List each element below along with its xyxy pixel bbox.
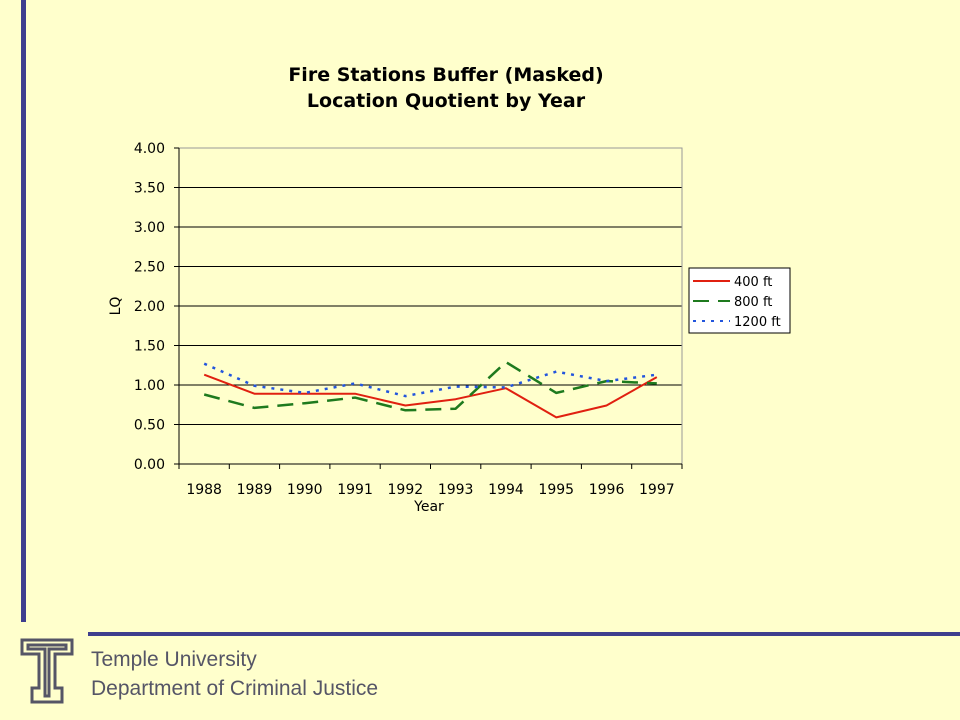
temple-t-logo-icon (20, 638, 74, 704)
y-tick-label: 2.50 (134, 260, 165, 276)
x-axis-label: Year (413, 499, 444, 515)
y-tick-label: 0.50 (134, 418, 165, 434)
x-tick-label: 1997 (639, 482, 675, 498)
y-tick-label: 3.50 (134, 181, 165, 197)
x-tick-label: 1995 (538, 482, 574, 498)
series-line-1200-ft (203, 362, 657, 398)
y-tick-label: 1.00 (134, 378, 165, 394)
legend: 400 ft 800 ft 1200 ft (688, 267, 791, 334)
x-tick-label: 1996 (589, 482, 625, 498)
horizontal-accent-bar (88, 632, 960, 636)
series-line-400-ft (203, 373, 658, 419)
gridlines (179, 147, 682, 425)
legend-entry: 800 ft (734, 295, 772, 310)
legend-entry: 400 ft (734, 275, 772, 290)
x-tick-label: 1992 (388, 482, 424, 498)
y-tick-label: 0.00 (134, 457, 165, 473)
series-lines (203, 360, 658, 419)
legend-entry: 1200 ft (734, 315, 781, 330)
x-tick-labels: 1988 1989 1990 1991 1992 1993 1994 1995 1996 1997 (178, 464, 683, 498)
chart-title-line-1: Fire Stations Buffer (Masked) (288, 64, 603, 86)
y-axis-label: LQ (108, 297, 124, 316)
y-tick-label: 1.50 (134, 339, 165, 355)
y-tick-label: 3.00 (134, 220, 165, 236)
x-tick-label: 1991 (337, 482, 373, 498)
footer-department: Department of Criminal Justice (91, 677, 379, 700)
x-tick-label: 1994 (488, 482, 524, 498)
chart-title-line-2: Location Quotient by Year (307, 90, 586, 112)
x-tick-label: 1988 (186, 482, 222, 498)
footer-university: Temple University (91, 648, 257, 671)
x-tick-label: 1989 (237, 482, 273, 498)
vertical-accent-bar (21, 0, 26, 622)
y-tick-label: 2.00 (134, 299, 165, 315)
x-tick-label: 1993 (438, 482, 474, 498)
y-tick-labels: 0.00 0.50 1.00 1.50 2.00 2.50 3.00 3.50 4.00 (134, 141, 179, 473)
x-tick-label: 1990 (287, 482, 323, 498)
series-line-800-ft (203, 360, 657, 412)
y-tick-label: 4.00 (134, 141, 165, 157)
line-chart: Fire Stations Buffer (Masked) Location Q… (108, 64, 791, 515)
